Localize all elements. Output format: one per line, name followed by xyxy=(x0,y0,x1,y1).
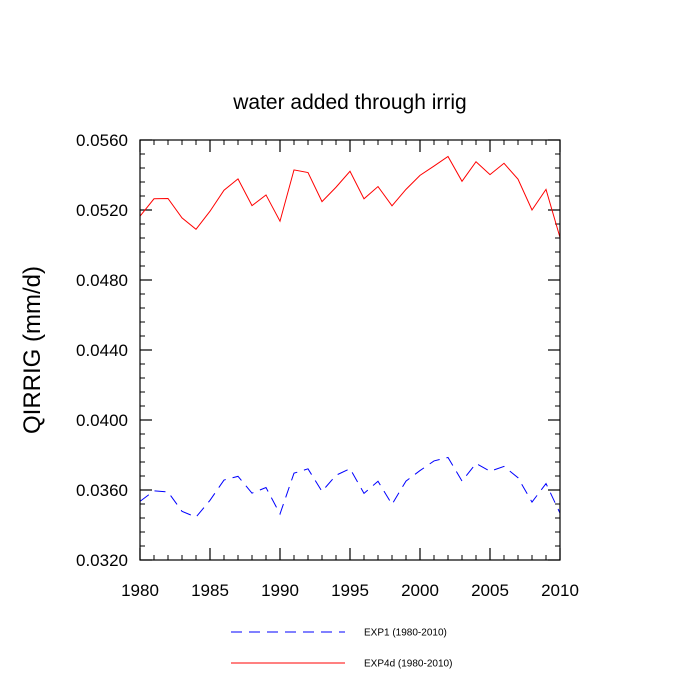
series-line-exp1 xyxy=(139,456,561,518)
legend: EXP1 (1980-2010) EXP4d (1980-2010) xyxy=(231,628,452,670)
y-axis-label: QIRRIG (mm/d) xyxy=(19,266,46,434)
y-tick-label: 0.0400 xyxy=(76,411,128,430)
y-tick-label: 0.0520 xyxy=(76,201,128,220)
legend-label-exp4d: EXP4d (1980-2010) xyxy=(364,659,452,670)
plot-frame xyxy=(139,139,561,561)
legend-label-exp1: EXP1 (1980-2010) xyxy=(364,628,447,639)
series-lines xyxy=(139,155,561,518)
x-tick-label: 1995 xyxy=(331,581,369,600)
chart-title: water added through irrig xyxy=(232,91,466,114)
y-tick-label: 0.0560 xyxy=(76,131,128,150)
y-tick-label: 0.0440 xyxy=(76,341,128,360)
y-tick-label: 0.0360 xyxy=(76,481,128,500)
x-tick-label: 2000 xyxy=(401,581,439,600)
x-tick-label: 2005 xyxy=(471,581,509,600)
x-tick-label: 1980 xyxy=(121,581,159,600)
y-tick-label: 0.0320 xyxy=(76,551,128,570)
series-line-exp4d xyxy=(139,155,561,238)
x-tick-label: 1990 xyxy=(261,581,299,600)
axis-ticks xyxy=(139,139,561,561)
x-tick-label: 2010 xyxy=(541,581,579,600)
y-tick-label: 0.0480 xyxy=(76,271,128,290)
axis-tick-labels: 1980 1985 1990 1995 2000 2005 2010 0.0320 0.0360… xyxy=(76,131,579,600)
x-tick-label: 1985 xyxy=(191,581,229,600)
